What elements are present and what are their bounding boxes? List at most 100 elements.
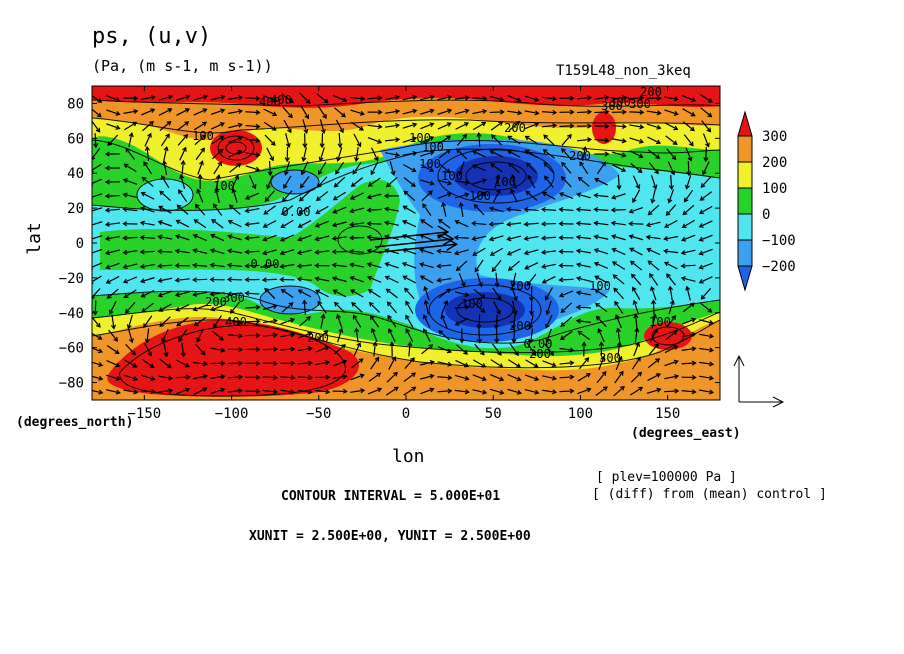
wind-vector-head	[523, 221, 529, 227]
wind-vector	[371, 328, 378, 343]
wind-vector-head	[512, 310, 518, 316]
wind-vector	[107, 134, 119, 146]
contour-labels: 400 3002001000.001001002002000.0040010020…	[192, 86, 671, 365]
wind-vector	[387, 315, 397, 328]
wind-vector	[577, 277, 591, 282]
wind-vector-head	[284, 157, 290, 163]
wind-vector	[106, 95, 120, 102]
wind-vector	[146, 147, 150, 162]
wind-vector	[92, 193, 103, 198]
wind-vector-head	[506, 149, 513, 155]
wind-vector-head	[445, 288, 451, 294]
wind-vector-head	[515, 120, 521, 126]
wind-vector-head	[707, 307, 713, 313]
wind-vector	[263, 95, 277, 102]
wind-vector-head	[342, 388, 348, 394]
wind-vector	[315, 277, 330, 282]
wind-vector	[333, 107, 346, 118]
wind-vector	[702, 161, 710, 175]
wind-vector-head	[115, 97, 121, 103]
wind-vector-head	[385, 182, 391, 188]
wind-vector-head	[543, 134, 549, 140]
wind-vector-head	[325, 360, 331, 366]
wind-vector	[332, 236, 347, 240]
wind-vector	[92, 347, 103, 353]
wind-vector-head	[593, 207, 599, 213]
wind-vector-head	[699, 196, 705, 201]
wind-vector	[542, 263, 557, 268]
wind-vector-head	[219, 122, 225, 127]
wind-vector	[664, 261, 678, 270]
wind-vector-head	[489, 150, 495, 155]
wind-vector	[577, 373, 591, 382]
wind-vector-head	[702, 170, 707, 176]
wind-vector-head	[350, 182, 356, 187]
wind-vector-head	[490, 134, 496, 140]
wind-vector-head	[577, 330, 583, 336]
wind-vector	[158, 108, 172, 116]
wind-vector-head	[390, 170, 396, 176]
contour-label: 400	[225, 315, 247, 329]
wind-vector-head	[263, 210, 269, 215]
wind-vector	[158, 277, 173, 282]
contour-label: 300	[599, 351, 621, 365]
wind-vector-head	[349, 221, 355, 227]
wind-vector	[420, 123, 434, 130]
wind-vector-head	[706, 127, 712, 133]
wind-vector-head	[316, 183, 322, 189]
wind-vector	[125, 148, 136, 160]
wind-vector-head	[541, 279, 547, 284]
wind-vector	[317, 176, 328, 188]
wind-vector-head	[506, 221, 512, 227]
wind-vector	[158, 303, 172, 312]
wind-vector-head	[473, 203, 479, 209]
wind-vector	[211, 219, 224, 229]
wind-vector	[385, 138, 400, 142]
wind-vector-head	[226, 276, 232, 283]
wind-vector	[594, 275, 608, 284]
wind-vector	[193, 291, 208, 296]
wind-vector	[210, 304, 225, 311]
wind-vector	[229, 204, 241, 215]
wind-vector	[699, 220, 713, 228]
wind-vector-head	[528, 296, 535, 302]
wind-vector-head	[683, 197, 689, 203]
wind-vector-head	[690, 111, 696, 117]
wind-vector-head	[499, 96, 505, 102]
wind-vector-head	[228, 204, 234, 210]
wind-vector-head	[552, 389, 558, 395]
wind-vector-head	[586, 387, 592, 393]
wind-vector	[158, 375, 173, 380]
wind-vector-head	[202, 121, 208, 127]
wind-vector-head	[262, 223, 268, 228]
wind-vector-head	[318, 169, 323, 176]
wind-vector	[245, 97, 260, 100]
wind-vector-head	[182, 146, 187, 152]
wind-vector	[682, 108, 695, 117]
contour-label: 200	[509, 279, 531, 293]
wind-vector-head	[533, 363, 539, 368]
wind-vector	[245, 250, 260, 253]
wind-vector-head	[650, 198, 656, 204]
wind-vector-head	[637, 371, 643, 377]
wind-vector-head	[323, 330, 329, 335]
wind-vector-head	[297, 236, 303, 242]
wind-vector-head	[471, 220, 477, 227]
wind-vector-head	[680, 276, 686, 282]
wind-vector-head	[653, 328, 658, 334]
wind-vector	[681, 362, 696, 365]
wind-vector	[332, 360, 347, 367]
wind-vector-head	[391, 356, 397, 362]
wind-vector	[419, 96, 434, 101]
wind-vector	[473, 302, 485, 313]
wind-vector-head	[534, 376, 540, 382]
wind-vector	[177, 134, 188, 146]
wind-vector	[699, 276, 713, 284]
wind-vector-head	[436, 248, 442, 254]
wind-vector	[245, 306, 260, 309]
wind-vector-head	[464, 95, 470, 101]
wind-vector	[507, 388, 522, 394]
wind-vector	[699, 389, 714, 394]
wind-vector	[576, 236, 591, 240]
wind-vector	[335, 161, 345, 175]
